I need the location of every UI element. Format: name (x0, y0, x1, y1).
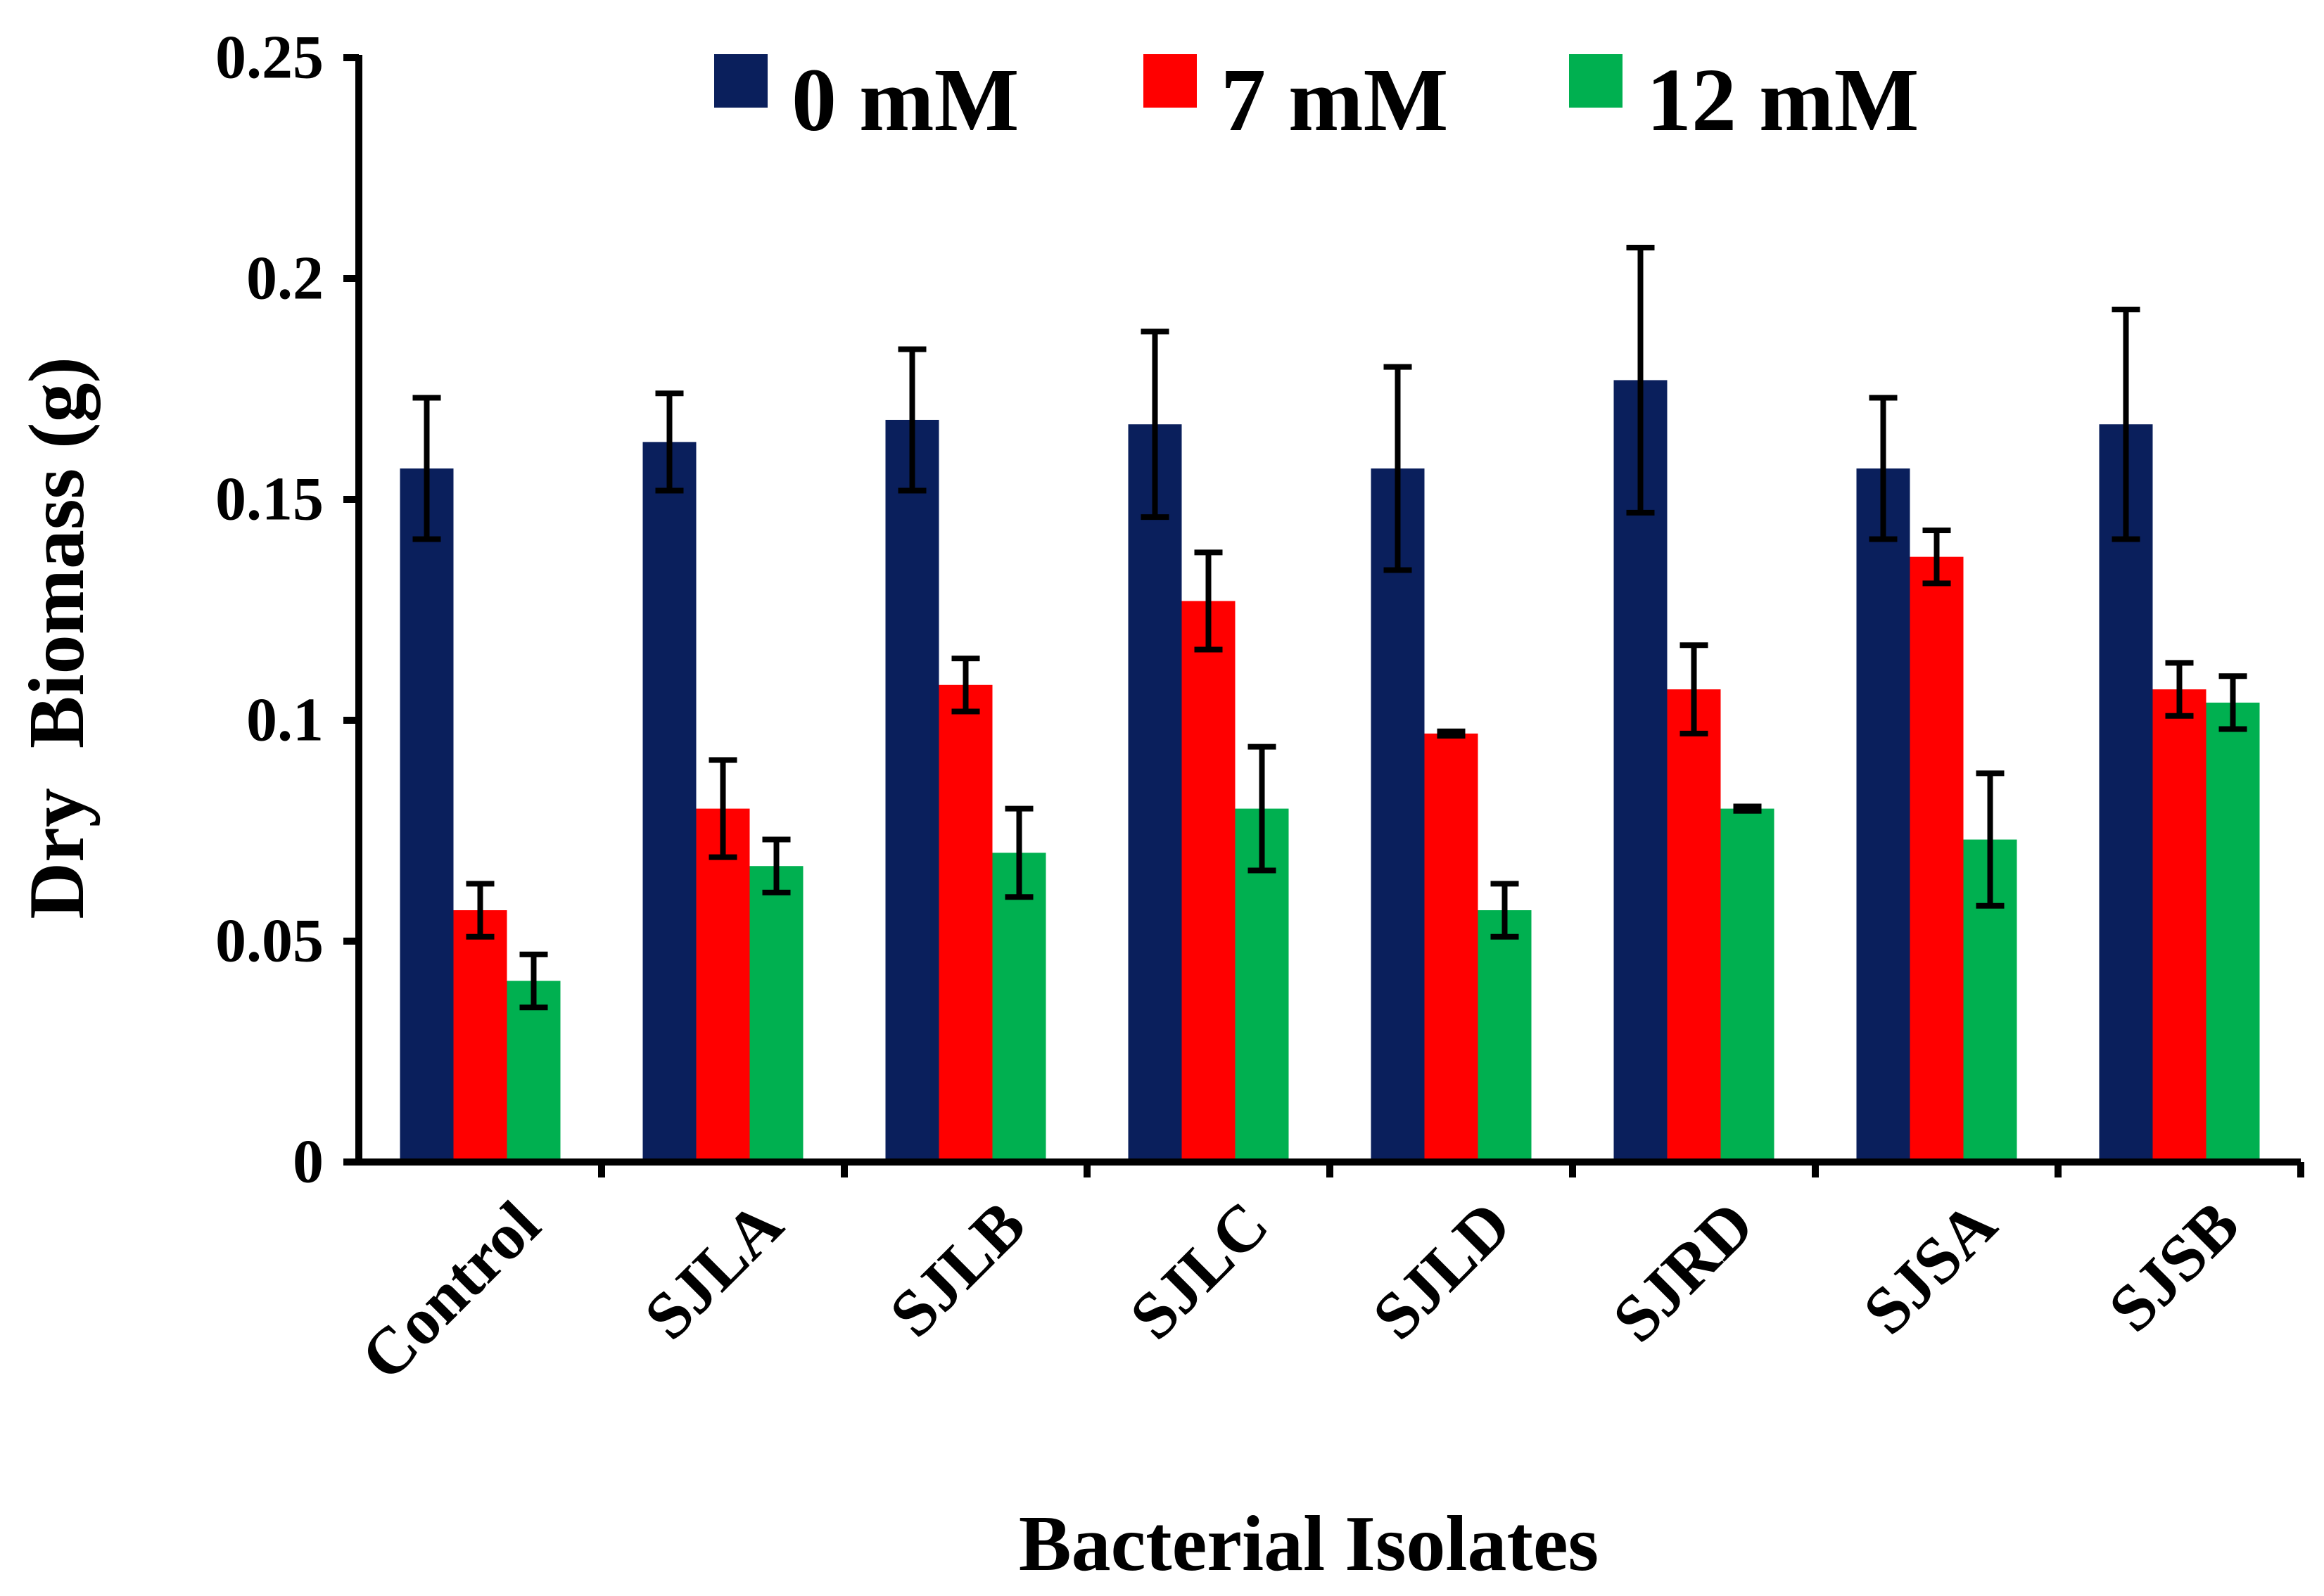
error-bars-group (412, 245, 2247, 1011)
axes-group (343, 54, 2304, 1177)
error-bar-sjla-series-2 (709, 757, 737, 860)
x-tick-label-sjlb: SJLB (876, 1187, 1039, 1351)
error-bar-sjld-series-1 (1383, 364, 1412, 573)
bar-sjlc-series-1 (1128, 424, 1182, 1162)
error-bar-sjsb-series-2 (2165, 660, 2194, 719)
legend-swatch (1143, 54, 1197, 108)
error-bar-sjlb-series-1 (898, 346, 927, 494)
bar-control-series-2 (453, 910, 507, 1162)
error-bar-sjsa-series-2 (1922, 527, 1951, 587)
x-tick-label-sjsb: SJSB (2095, 1187, 2253, 1346)
bar-sjlb-series-2 (939, 684, 993, 1162)
legend-item-3: 12 mM (1569, 50, 1919, 150)
y-tick-label: 0.1 (246, 687, 324, 755)
y-tick-label: 0 (293, 1128, 324, 1196)
error-bar-sjsb-series-3 (2218, 673, 2247, 732)
error-bar-sjsa-series-1 (1869, 395, 1898, 542)
y-tick-label: 0.25 (215, 24, 324, 92)
legend-swatch (714, 54, 768, 108)
error-bar-sjsa-series-3 (1976, 770, 2005, 909)
bar-sjld-series-1 (1371, 468, 1425, 1162)
x-tick-label-control: Control (347, 1187, 554, 1394)
bar-sjlb-series-3 (992, 853, 1046, 1162)
error-bar-sjlc-series-2 (1194, 549, 1223, 653)
error-bar-control-series-1 (412, 395, 441, 542)
bar-sjla-series-2 (696, 808, 750, 1162)
bar-sjlc-series-2 (1181, 601, 1236, 1162)
bars-group (400, 380, 2260, 1163)
bar-sjla-series-3 (749, 866, 804, 1162)
error-bar-sjlc-series-1 (1141, 328, 1169, 521)
legend-label: 12 mM (1646, 50, 1919, 150)
legend-item-1: 0 mM (714, 50, 1019, 150)
error-bar-sjlc-series-3 (1247, 743, 1276, 874)
error-bar-sjrd-series-1 (1626, 245, 1655, 516)
x-axis-title: Bacterial Isolates (1019, 1500, 1599, 1588)
x-tick-label-sjla: SJLA (630, 1187, 796, 1353)
bar-sjsa-series-2 (1910, 556, 1964, 1162)
bar-sjrd-series-2 (1667, 689, 1721, 1162)
legend-label: 7 mM (1221, 50, 1448, 150)
error-bar-sjlb-series-2 (951, 656, 980, 715)
bar-control-series-1 (400, 468, 454, 1162)
error-bar-sjrd-series-3 (1733, 803, 1762, 814)
y-tick-label: 0.15 (215, 466, 324, 534)
error-bar-sjsb-series-1 (2112, 306, 2140, 542)
x-tick-label-sjsa: SJSA (1850, 1187, 2011, 1348)
bar-sjld-series-3 (1478, 910, 1532, 1162)
bar-sjsb-series-2 (2152, 689, 2206, 1162)
error-bar-control-series-3 (519, 951, 548, 1011)
x-tick-label-sjlc: SJLC (1116, 1187, 1282, 1353)
error-bar-sjrd-series-2 (1679, 642, 1708, 736)
legend: 0 mM 7 mM 12 mM (714, 50, 1919, 150)
y-axis-title: Dry Biomass (g) (13, 357, 101, 919)
y-tick-label: 0.05 (215, 907, 324, 976)
bar-sjsa-series-1 (1856, 468, 1910, 1162)
error-bar-sjlb-series-3 (1005, 805, 1034, 900)
error-bar-sjld-series-2 (1437, 728, 1466, 739)
legend-swatch (1569, 54, 1623, 108)
error-bar-sjla-series-3 (762, 836, 791, 895)
error-bar-sjld-series-3 (1490, 881, 1519, 940)
bar-sjlb-series-1 (885, 419, 939, 1163)
x-tick-label-sjld: SJLD (1359, 1187, 1525, 1353)
legend-label: 0 mM (792, 50, 1019, 150)
legend-item-2: 7 mM (1143, 50, 1448, 150)
y-tick-label: 0.2 (246, 245, 324, 313)
bar-sjrd-series-3 (1720, 808, 1774, 1162)
error-bar-sjla-series-1 (655, 390, 684, 494)
x-tick-label-sjrd: SJRD (1599, 1187, 1768, 1356)
bar-sjld-series-2 (1424, 733, 1478, 1162)
bar-sjla-series-1 (642, 442, 697, 1162)
bar-control-series-3 (507, 981, 561, 1162)
error-bar-control-series-2 (466, 881, 495, 940)
bar-sjsb-series-3 (2206, 702, 2260, 1162)
bar-sjsb-series-1 (2099, 424, 2153, 1162)
